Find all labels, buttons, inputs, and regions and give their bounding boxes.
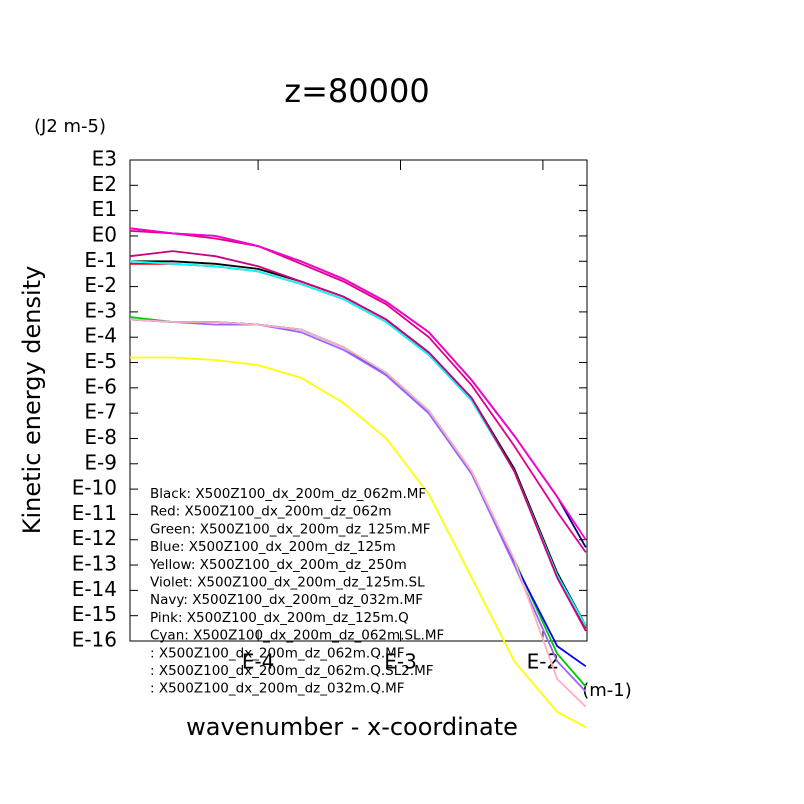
series-line	[129, 230, 587, 553]
y-tick-label: E-11	[72, 501, 117, 525]
legend-entry: : X500Z100_dx_200m_dz_062m.Q.MF	[150, 645, 405, 661]
plot-frame	[129, 159, 588, 642]
x-tick-label: E-3	[384, 650, 417, 674]
y-tick-label: E-8	[84, 425, 117, 449]
y-tick-label: E-12	[72, 526, 117, 550]
chart-title: z=80000	[284, 72, 429, 110]
legend-entry: Yellow: X500Z100_dx_200m_dz_250m	[149, 557, 407, 573]
series-line	[129, 318, 587, 708]
y-tick-label: E1	[92, 197, 117, 221]
y-tick-label: E-6	[84, 374, 117, 398]
y-tick-label: E-1	[84, 248, 117, 272]
legend-entry: Cyan: X500Z100_dx_200m_dz_062m.SL.MF	[150, 628, 444, 644]
y-tick-label: E-16	[72, 628, 117, 652]
x-axis-label: wavenumber - x-coordinate	[186, 713, 518, 741]
legend-entry: : X500Z100_dx_200m_dz_032m.Q.MF	[150, 681, 405, 697]
y-tick-label: E-4	[84, 324, 117, 348]
legend-entry: Pink: X500Z100_dx_200m_dz_125m.Q	[150, 610, 409, 626]
y-tick-label: E-2	[84, 273, 117, 297]
y-tick-label: E-14	[72, 577, 117, 601]
legend-entry: Violet: X500Z100_dx_200m_dz_125m.SL	[150, 575, 425, 591]
y-tick-label: E-5	[84, 349, 117, 373]
legend-entry: Blue: X500Z100_dx_200m_dz_125m	[150, 539, 396, 555]
x-tick-label: E-4	[242, 650, 275, 674]
y-tick-label: E-10	[72, 476, 117, 500]
y-tick-label: E3	[92, 147, 117, 171]
series-line	[129, 250, 587, 632]
y-tick-label: E-3	[84, 298, 117, 322]
y-tick-label: E2	[92, 172, 117, 196]
legend-entry: Black: X500Z100_dx_200m_dz_062m.MF	[150, 486, 426, 502]
x-unit: (m-1)	[582, 680, 632, 701]
y-tick-label: E-9	[84, 450, 117, 474]
series-line	[130, 356, 587, 728]
y-unit: (J2 m-5)	[34, 116, 106, 137]
y-tick-label: E-13	[72, 552, 117, 576]
y-tick-label: E0	[92, 222, 117, 246]
legend-entry: : X500Z100_dx_200m_dz_062m.Q.SL2.MF	[150, 663, 434, 679]
series-line	[129, 227, 587, 541]
legend-entry: Red: X500Z100_dx_200m_dz_062m	[150, 504, 392, 520]
y-axis-label: Kinetic energy density	[18, 266, 46, 535]
y-tick-label: E-15	[72, 602, 117, 626]
y-tick-label: E-7	[84, 400, 117, 424]
legend-entry: Green: X500Z100_dx_200m_dz_125m.MF	[150, 521, 431, 537]
legend-entry: Navy: X500Z100_dx_200m_dz_032m.MF	[150, 592, 423, 608]
